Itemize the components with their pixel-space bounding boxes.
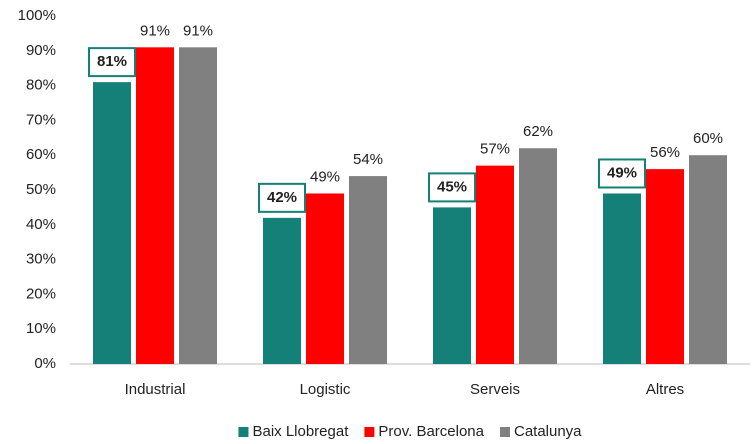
bar [136,47,174,364]
y-tick-label: 40% [26,216,56,233]
legend-swatch [499,427,510,437]
bar [93,82,131,365]
y-tick-label: 70% [26,111,56,128]
y-tick-label: 30% [26,251,56,268]
bar [306,193,344,364]
legend-swatch [238,427,249,437]
bar [263,217,301,364]
y-tick-label: 50% [26,181,56,198]
y-tick-label: 100% [18,7,56,24]
x-tick-label: Industrial [125,381,186,398]
legend-label: Catalunya [514,423,582,440]
bar [646,169,684,364]
value-label: 54% [353,151,383,168]
value-label: 49% [310,168,340,185]
value-label-box [88,47,136,78]
legend-label: Prov. Barcelona [378,423,484,440]
y-tick-label: 20% [26,285,56,302]
bar [519,148,557,364]
y-tick-label: 60% [26,146,56,163]
value-label: 57% [480,141,510,158]
value-label: 45% [437,178,467,195]
y-tick-label: 90% [26,42,56,59]
value-label-box [598,158,646,189]
legend: Baix Llobregat Prov. Barcelona Catalunya [238,423,582,440]
y-tick-label: 10% [26,320,56,337]
bar [179,47,217,364]
value-label-box [428,172,476,203]
value-label: 49% [607,164,637,181]
y-tick-label: 80% [26,77,56,94]
bar [433,207,471,364]
value-label: 62% [523,123,553,140]
x-tick-label: Serveis [470,381,520,398]
value-label: 60% [693,130,723,147]
x-tick-label: Altres [646,381,684,398]
value-label: 56% [650,144,680,161]
value-label: 42% [267,189,297,206]
bar [349,176,387,364]
x-tick-label: Logistic [300,381,351,398]
value-label: 81% [97,53,127,70]
value-label: 91% [183,22,213,39]
bar [476,165,514,364]
value-label: 91% [140,22,170,39]
y-tick-label: 0% [34,355,56,372]
bar [689,155,727,364]
legend-swatch [364,427,375,437]
bar [603,193,641,364]
legend-label: Baix Llobregat [252,423,349,440]
value-label-box [258,182,306,213]
